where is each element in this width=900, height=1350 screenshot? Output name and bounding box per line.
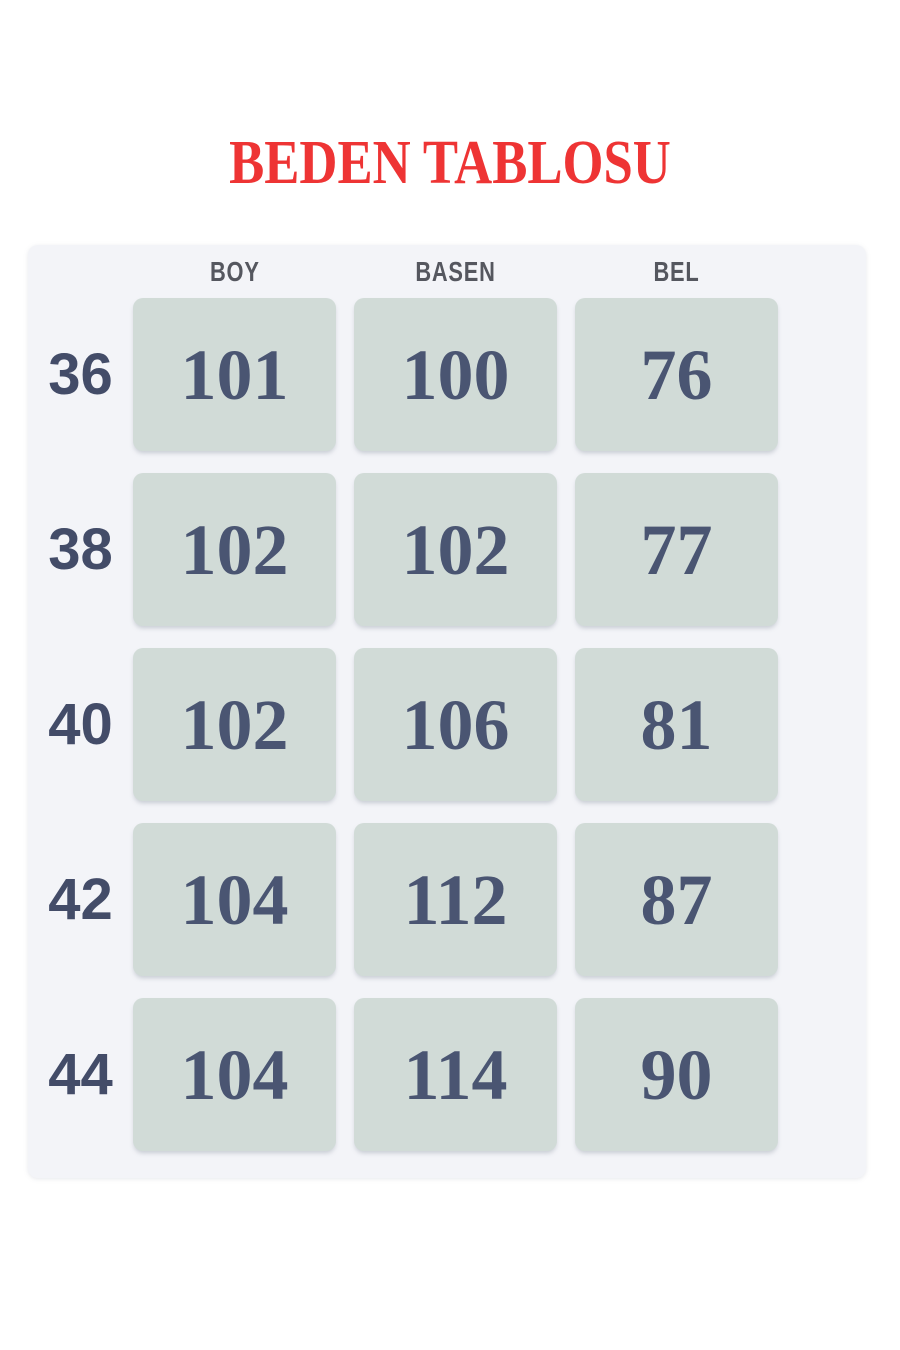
- cell-38-boy-value: 102: [180, 509, 289, 590]
- cell-36-basen-value: 100: [401, 334, 510, 415]
- table-row-40: 40 102 106 81: [28, 648, 866, 801]
- cell-42-boy-value: 104: [180, 859, 289, 940]
- cell-38-boy: 102: [133, 473, 336, 626]
- column-header-boy-label: BOY: [209, 255, 260, 287]
- column-header-basen-label: BASEN: [415, 255, 496, 287]
- cell-42-basen: 112: [354, 823, 557, 976]
- cell-40-bel-value: 81: [640, 684, 713, 765]
- table-row-42: 42 104 112 87: [28, 823, 866, 976]
- cell-40-boy: 102: [133, 648, 336, 801]
- cell-44-boy: 104: [133, 998, 336, 1151]
- size-label-38: 38: [48, 517, 113, 582]
- size-label-36: 36: [48, 342, 113, 407]
- size-label-40: 40: [48, 692, 113, 757]
- cell-38-basen-value: 102: [401, 509, 510, 590]
- page-title: BEDEN TABLOSU: [229, 129, 671, 197]
- cell-44-boy-value: 104: [180, 1034, 289, 1115]
- cell-44-basen-value: 114: [403, 1034, 508, 1115]
- size-table-panel: BOY BASEN BEL 36 101 100 76 38 102: [28, 245, 866, 1178]
- table-row-38: 38 102 102 77: [28, 473, 866, 626]
- cell-44-bel-value: 90: [640, 1034, 713, 1115]
- cell-36-boy: 101: [133, 298, 336, 451]
- cell-44-bel: 90: [575, 998, 778, 1151]
- cell-36-boy-value: 101: [180, 334, 289, 415]
- column-header-bel-label: BEL: [653, 255, 700, 287]
- table-row-36: 36 101 100 76: [28, 298, 866, 451]
- cell-40-bel: 81: [575, 648, 778, 801]
- size-label-44: 44: [48, 1042, 113, 1107]
- cell-36-bel-value: 76: [640, 334, 713, 415]
- cell-40-basen: 106: [354, 648, 557, 801]
- cell-38-bel: 77: [575, 473, 778, 626]
- column-header-bel: BEL: [575, 256, 778, 288]
- cell-40-basen-value: 106: [401, 684, 510, 765]
- cell-38-basen: 102: [354, 473, 557, 626]
- cell-36-bel: 76: [575, 298, 778, 451]
- cell-42-bel: 87: [575, 823, 778, 976]
- size-label-42: 42: [48, 867, 113, 932]
- cell-44-basen: 114: [354, 998, 557, 1151]
- cell-42-basen-value: 112: [403, 859, 508, 940]
- cell-40-boy-value: 102: [180, 684, 289, 765]
- cell-42-boy: 104: [133, 823, 336, 976]
- column-header-basen: BASEN: [354, 256, 557, 288]
- cell-36-basen: 100: [354, 298, 557, 451]
- table-header-row: BOY BASEN BEL: [28, 245, 866, 298]
- cell-38-bel-value: 77: [640, 509, 713, 590]
- table-row-44: 44 104 114 90: [28, 998, 866, 1151]
- cell-42-bel-value: 87: [640, 859, 713, 940]
- column-header-boy: BOY: [133, 256, 336, 288]
